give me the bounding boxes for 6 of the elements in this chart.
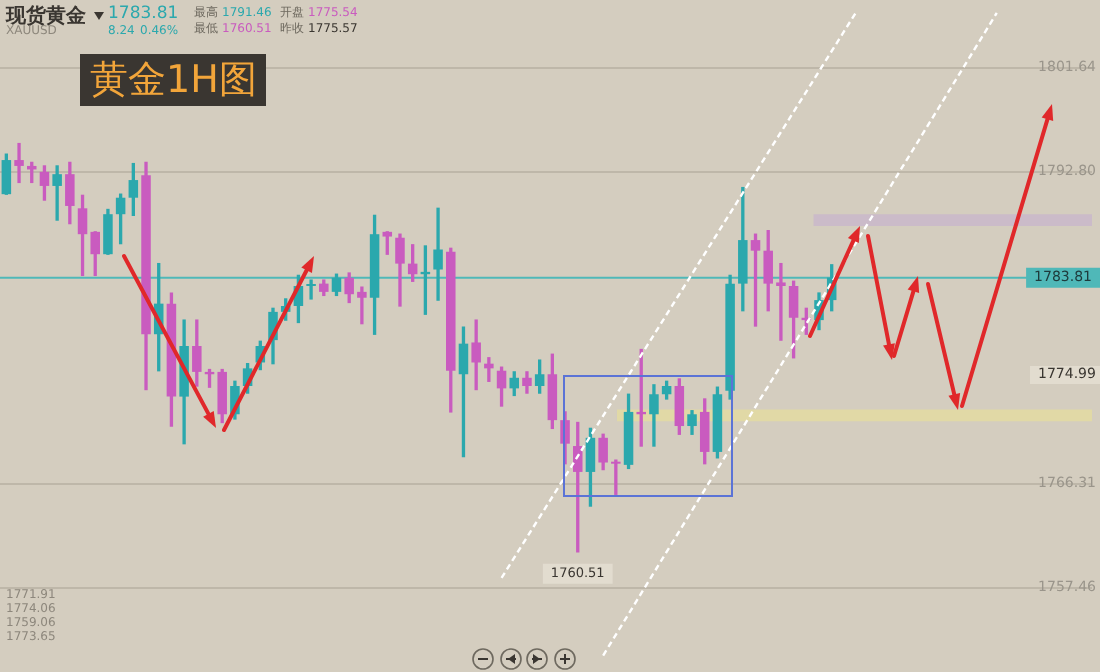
candlestick (52, 165, 62, 221)
annotation: 1783.81 (108, 4, 179, 24)
text: 黄金1H图 (80, 54, 267, 106)
candlestick (433, 207, 443, 301)
candlestick (306, 279, 316, 300)
candlestick (14, 142, 24, 184)
